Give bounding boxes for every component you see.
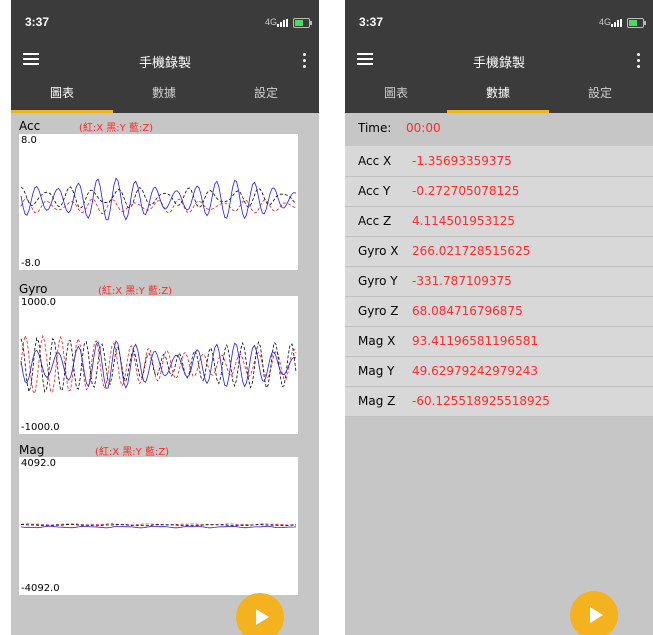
mag-ymin-label: -4092.0 (21, 583, 60, 594)
data-row-mag-x: Mag X 93.41196581196581 (345, 326, 653, 357)
more-vert-icon[interactable] (302, 53, 308, 68)
tab-indicator (11, 110, 113, 113)
data-value: -0.272705078125 (412, 184, 520, 198)
data-label: Acc Y (358, 184, 391, 198)
data-row-acc-z: Acc Z 4.114501953125 (345, 206, 653, 237)
data-value: 68.084716796875 (412, 304, 523, 318)
gyro-ymax-label: 1000.0 (21, 297, 56, 308)
tab-bar: 圖表 數據 設定 (11, 76, 319, 113)
data-label: Mag X (358, 334, 396, 348)
tab-indicator (447, 110, 549, 113)
data-value: 93.41196581196581 (412, 334, 538, 348)
mag-chart-label: Mag (19, 443, 45, 457)
signal-icon (277, 19, 289, 27)
app-bar: 手機錄製 (11, 45, 319, 76)
battery-icon (627, 18, 646, 28)
app-title: 手機錄製 (472, 56, 525, 71)
mag-chart-plot (20, 523, 297, 529)
data-row-mag-z: Mag Z -60.125518925518925 (345, 386, 653, 417)
data-row-acc-y: Acc Y -0.272705078125 (345, 176, 653, 207)
data-value: 4.114501953125 (412, 214, 516, 228)
acc-ymax-label: 8.0 (21, 135, 37, 146)
mag-chart-legend: (紅:X 黑:Y 藍:Z) (95, 447, 170, 458)
data-row-gyro-x: Gyro X 266.021728515625 (345, 236, 653, 267)
data-label: Gyro Z (358, 304, 399, 318)
app-title: 手機錄製 (138, 56, 191, 71)
tab-settings[interactable]: 設定 (587, 86, 612, 100)
tab-settings[interactable]: 設定 (253, 86, 278, 100)
data-row-mag-y: Mag Y 49.62979242979243 (345, 356, 653, 387)
mag-series-y-line (20, 524, 296, 527)
play-icon (256, 609, 269, 625)
data-value: 266.021728515625 (412, 244, 531, 258)
more-vert-icon[interactable] (636, 53, 642, 68)
data-value: -60.125518925518925 (412, 394, 550, 408)
play-button[interactable] (236, 593, 284, 635)
data-value: -331.787109375 (412, 274, 512, 288)
acc-series-x-line (20, 198, 297, 215)
acc-series-y-line (20, 186, 297, 209)
mag-chart: 4092.0 -4092.0 (19, 457, 298, 595)
acc-series-z-line (20, 177, 297, 221)
app-bar: 手機錄製 (345, 45, 653, 76)
network-label: 4G (598, 17, 611, 27)
elapsed-time-value: 00:00 (406, 121, 441, 135)
data-row-gyro-z: Gyro Z 68.084716796875 (345, 296, 653, 327)
tab-data[interactable]: 數據 (485, 86, 510, 100)
signal-icon (611, 19, 623, 27)
acc-chart-plot (20, 177, 297, 221)
chart-screen: 3:37 4G 手機錄製 圖表 數據 設定 Acc (紅:X 黑:Y 藍:Z) … (11, 0, 319, 635)
gyro-chart-label: Gyro (19, 282, 48, 296)
mag-series-x-line (20, 523, 297, 526)
data-label: Gyro X (358, 244, 399, 258)
gyro-chart-legend: (紅:X 黑:Y 藍:Z) (98, 286, 173, 297)
acc-chart: 8.0 -8.0 (19, 134, 298, 270)
network-label: 4G (264, 17, 277, 27)
status-bar: 3:37 4G (345, 0, 653, 45)
hamburger-menu-icon[interactable] (23, 53, 39, 67)
tab-data[interactable]: 數據 (151, 86, 176, 100)
data-row-acc-x: Acc X -1.35693359375 (345, 146, 653, 177)
battery-icon (293, 18, 312, 28)
play-icon (590, 607, 603, 623)
data-value: 49.62979242979243 (412, 364, 538, 378)
tab-bar: 圖表 數據 設定 (345, 76, 653, 113)
gyro-chart-plot (20, 334, 297, 395)
acc-chart-legend: (紅:X 黑:Y 藍:Z) (79, 123, 154, 134)
tab-charts[interactable]: 圖表 (383, 86, 408, 100)
acc-ymin-label: -8.0 (21, 258, 41, 269)
tab-charts[interactable]: 圖表 (49, 86, 74, 100)
gyro-series-z-line (20, 340, 297, 390)
status-time: 3:37 (359, 15, 384, 29)
data-screen: 3:37 4G 手機錄製 圖表 數據 設定 Time: 00:00 Acc X -… (345, 0, 653, 635)
gyro-ymin-label: -1000.0 (21, 422, 60, 433)
gyro-chart: 1000.0 -1000.0 (19, 296, 298, 434)
data-label: Mag Y (358, 364, 395, 378)
data-label: Mag Z (358, 394, 396, 408)
data-row-gyro-y: Gyro Y -331.787109375 (345, 266, 653, 297)
play-button[interactable] (570, 591, 618, 635)
status-bar: 3:37 4G (11, 0, 319, 45)
mag-series-z-line (20, 525, 297, 529)
data-value: -1.35693359375 (412, 154, 512, 168)
acc-chart-label: Acc (19, 119, 41, 133)
elapsed-time-label: Time: (358, 121, 392, 135)
elapsed-time-row: Time: 00:00 (345, 113, 653, 146)
hamburger-menu-icon[interactable] (357, 53, 373, 67)
status-time: 3:37 (25, 15, 50, 29)
sensor-data-list: Acc X -1.35693359375 Acc Y -0.272705078125… (345, 146, 653, 417)
data-label: Acc X (358, 154, 392, 168)
data-label: Gyro Y (358, 274, 398, 288)
data-label: Acc Z (358, 214, 392, 228)
gyro-series-x-line (20, 334, 297, 395)
mag-ymax-label: 4092.0 (21, 458, 56, 469)
